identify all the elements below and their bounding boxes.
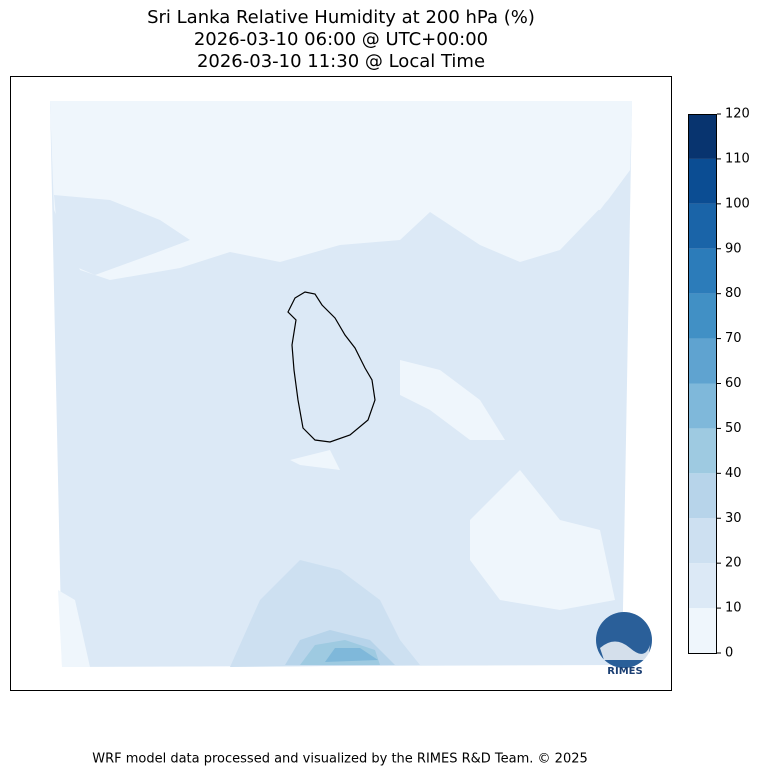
- colorbar-tick-label: 40: [725, 466, 742, 481]
- field-mid: [54, 195, 190, 275]
- colorbar-bin: [688, 473, 717, 519]
- colorbar-tick-label: 60: [725, 376, 742, 391]
- colorbar-bin: [688, 114, 717, 159]
- field-low: [58, 590, 90, 667]
- field-low: [50, 101, 632, 210]
- field-low: [290, 450, 340, 470]
- colorbar-tick-label: 0: [725, 646, 733, 661]
- title-line: Sri Lanka Relative Humidity at 200 hPa (…: [147, 7, 535, 28]
- colorbar-tick-label: 10: [725, 601, 742, 616]
- colorbar-bin: [688, 518, 717, 564]
- colorbar-tick-label: 30: [725, 511, 742, 526]
- colorbar-tick-label: 110: [725, 151, 750, 166]
- colorbar-tick-label: 70: [725, 331, 742, 346]
- colorbar-bin: [688, 383, 717, 429]
- colorbar-bin: [688, 563, 717, 609]
- colorbar-tick-label: 100: [725, 196, 750, 211]
- colorbar-tick-label: 80: [725, 286, 742, 301]
- colorbar-bin: [688, 203, 717, 249]
- colorbar-bin: [688, 608, 717, 653]
- colorbar-bin: [688, 428, 717, 474]
- colorbar-tick-label: 90: [725, 241, 742, 256]
- colorbar-tick-label: 120: [725, 107, 750, 122]
- logo-text: RIMES: [607, 666, 642, 677]
- colorbar-frame: [688, 114, 717, 654]
- field-low: [400, 360, 505, 440]
- logo: RIMES: [596, 612, 652, 677]
- field-low: [470, 470, 615, 610]
- field-high: [325, 648, 378, 662]
- field-mid: [230, 560, 420, 667]
- colorbar-tick-label: 20: [725, 556, 742, 571]
- title-line: 2026-03-10 06:00 @ UTC+00:00: [194, 29, 488, 50]
- footer: WRF model data processed and visualized …: [92, 752, 588, 767]
- colorbar-bin: [688, 293, 717, 339]
- colorbar-bin: [688, 338, 717, 384]
- map-field: [50, 101, 632, 667]
- colorbar-bin: [688, 248, 717, 294]
- colorbar-bin: [688, 158, 717, 204]
- logo-wave: [600, 641, 650, 660]
- coastline: [287, 291, 376, 443]
- title-line: 2026-03-10 11:30 @ Local Time: [197, 51, 485, 72]
- colorbar-tick-label: 50: [725, 421, 742, 436]
